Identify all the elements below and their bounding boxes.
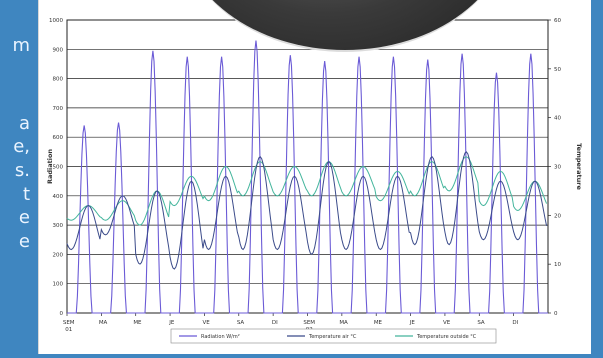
y-right-tick-label: 10 bbox=[554, 262, 561, 268]
y-right-tick-label: 50 bbox=[554, 67, 561, 73]
y-left-tick-label: 100 bbox=[53, 282, 64, 288]
x-tick-label: MA bbox=[99, 320, 108, 326]
legend-label: Radiation W/m² bbox=[201, 334, 240, 340]
side-text-line: t bbox=[22, 184, 30, 205]
x-tick-label: JE bbox=[409, 320, 416, 326]
legend-box bbox=[170, 328, 497, 344]
y-right-tick-label: 0 bbox=[554, 311, 558, 317]
x-tick-label: SA bbox=[237, 320, 245, 326]
side-text-line: e bbox=[18, 231, 30, 252]
x-tick-label: ME bbox=[374, 320, 383, 326]
x-tick-label: JE bbox=[168, 320, 175, 326]
chart-card: 1000 900 800 700 600 500 400 300 200 100 0 60 50 40 30… bbox=[38, 0, 591, 354]
x-tick-label: MA bbox=[339, 320, 348, 326]
x-tick-label: 01 bbox=[65, 327, 72, 333]
x-tick-label: SEM bbox=[63, 320, 75, 326]
radiation-temperature-chart: 1000900800700600500400300200100060504030… bbox=[46, 18, 583, 344]
y-left-tick-label: 800 bbox=[53, 77, 64, 83]
y-left-tick-label: 500 bbox=[53, 165, 64, 171]
x-tick-label: VE bbox=[443, 320, 451, 326]
y-left-axis-label: Radiation bbox=[46, 149, 54, 184]
x-tick-label: DI bbox=[272, 320, 278, 326]
temperature-outside-line bbox=[66, 156, 548, 226]
y-right-tick-label: 40 bbox=[554, 116, 561, 122]
x-tick-label: ME bbox=[133, 320, 142, 326]
x-tick-label: SA bbox=[477, 320, 485, 326]
y-left-tick-label: 600 bbox=[53, 135, 64, 141]
y-right-tick-label: 20 bbox=[554, 213, 561, 219]
y-left-tick-label: 300 bbox=[53, 223, 64, 229]
side-text-line: e, bbox=[13, 136, 30, 157]
legend-label: Temperature outside °C bbox=[416, 334, 477, 340]
side-text-line: s. bbox=[14, 160, 30, 181]
side-text-line: e bbox=[18, 207, 30, 228]
y-left-tick-label: 900 bbox=[53, 47, 64, 53]
side-text-line: m bbox=[12, 35, 30, 56]
y-left-tick-label: 700 bbox=[53, 106, 64, 112]
x-tick-label: DI bbox=[512, 320, 518, 326]
y-right-tick-label: 60 bbox=[554, 18, 561, 24]
x-tick-label: VE bbox=[203, 320, 211, 326]
background-side-text: m a e, s. t e e bbox=[0, 0, 40, 354]
y-left-tick-label: 400 bbox=[53, 194, 64, 200]
y-left-tick-label: 0 bbox=[60, 311, 64, 317]
radiation-line bbox=[67, 40, 548, 314]
y-right-tick-label: 30 bbox=[554, 165, 561, 171]
legend-label: Temperature air °C bbox=[308, 334, 357, 340]
temperature-air-line bbox=[66, 151, 548, 270]
y-left-tick-label: 200 bbox=[53, 252, 64, 258]
x-tick-label: SEM bbox=[303, 320, 315, 326]
y-left-tick-label: 1000 bbox=[49, 18, 63, 24]
side-text-line: a bbox=[18, 113, 30, 134]
y-right-axis-label: Temperature bbox=[575, 143, 583, 190]
